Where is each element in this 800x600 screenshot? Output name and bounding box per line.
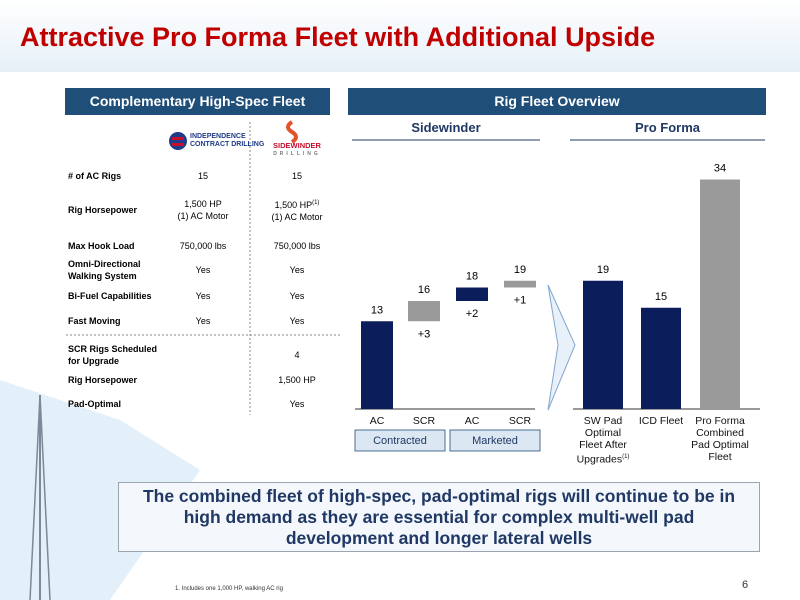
table-cell: Yes: [289, 291, 305, 301]
bar: [641, 307, 681, 409]
row-label: Rig Horsepower: [68, 375, 138, 385]
row-label: Rig Horsepower: [68, 205, 138, 215]
value-label: 34: [714, 163, 726, 175]
table-cell: Yes: [195, 265, 211, 275]
total-label: 18: [466, 271, 478, 283]
row-label: Fast Moving: [68, 316, 121, 326]
logo-text: SIDEWINDER DRILLING: [262, 142, 332, 158]
logo-line: SIDEWINDER: [273, 141, 321, 150]
x-tick-label: SW Pad Optimal Fleet After Upgrades(1): [573, 415, 633, 466]
row-label: Max Hook Load: [68, 241, 135, 251]
logo-text: INDEPENDENCE CONTRACT DRILLING: [190, 133, 264, 149]
total-label: 19: [514, 264, 526, 276]
category-text: SW Pad Optimal Fleet After Upgrades: [576, 415, 627, 466]
x-tick-label: SCR: [394, 415, 454, 427]
category-text: Pro Forma Combined Pad Optimal Fleet: [691, 415, 749, 463]
table-cell: Yes: [289, 316, 305, 326]
logo-icon: [172, 143, 184, 146]
row-label: Pad-Optimal: [68, 399, 122, 409]
table-cell: 4: [294, 350, 300, 360]
table-cell: Yes: [195, 291, 211, 301]
rig-art: [29, 394, 41, 600]
table-cell: 15: [197, 171, 208, 181]
title-band: [0, 0, 800, 72]
group-box: [354, 429, 446, 452]
logo-line: INDEPENDENCE: [190, 133, 246, 140]
table-cell: 750,000 lbs: [179, 241, 227, 251]
table-cell: Yes: [289, 399, 305, 409]
panel-label: Sidewinder: [411, 120, 480, 135]
panel-label: Pro Forma: [635, 120, 701, 135]
page-number: 6: [742, 579, 749, 591]
row-label: Bi-Fuel Capabilities: [68, 291, 152, 301]
x-tick-label: AC: [442, 415, 502, 427]
value-label: +2: [466, 308, 479, 320]
value-label: 13: [371, 304, 383, 316]
group-box: [449, 429, 541, 452]
table-cell: Yes: [289, 265, 305, 275]
value-label: +3: [418, 328, 431, 340]
category-text: SCR: [412, 415, 436, 427]
footnote: 1. Includes one 1,000 HP, walking AC rig: [175, 586, 283, 592]
chart-header: Rig Fleet Overview: [348, 88, 766, 115]
cell-line: SCR Rigs Scheduled: [68, 344, 158, 354]
row-label: SCR Rigs Scheduled for Upgrade: [68, 343, 157, 367]
bar: [408, 301, 440, 322]
table-cell: 1,500 HP: [278, 375, 316, 385]
logo-icon: [172, 137, 184, 140]
category-text: AC: [369, 415, 385, 427]
value-label: 19: [597, 264, 609, 276]
row-label: Omni-Directional Walking System: [68, 258, 141, 282]
footnote-marker: (1): [312, 200, 320, 206]
group-label: Contracted: [373, 435, 427, 447]
table-header: Complementary High-Spec Fleet: [65, 88, 330, 115]
logo-line: DRILLING: [273, 151, 321, 157]
cell-line: Walking System: [68, 271, 137, 281]
table-cell: 1,500 HP(1) (1) AC Motor: [254, 197, 340, 223]
footnote-marker: (1): [622, 454, 630, 460]
background-art: [0, 380, 200, 600]
value-label: +1: [514, 295, 527, 307]
cell-line: Omni-Directional: [68, 259, 141, 269]
bar: [700, 179, 740, 409]
x-tick-label: SCR: [490, 415, 550, 427]
logo-icon: [286, 120, 298, 144]
logo-line: CONTRACT DRILLING: [190, 141, 265, 148]
bar: [504, 280, 536, 288]
bar: [583, 280, 623, 409]
cell-line: 1,500 HP(1): [274, 200, 320, 210]
rig-art: [39, 394, 51, 600]
cell-line: (1) AC Motor: [177, 211, 229, 221]
x-tick-label: ICD Fleet: [631, 415, 691, 427]
group-label: Marketed: [472, 435, 518, 447]
arrow: [547, 284, 576, 411]
value-label: 15: [655, 291, 667, 303]
cell-line: for Upgrade: [68, 356, 120, 366]
category-text: ICD Fleet: [638, 415, 684, 427]
category-text: SCR: [508, 415, 532, 427]
total-label: 16: [418, 284, 430, 296]
x-tick-label: AC: [347, 415, 407, 427]
category-text: AC: [464, 415, 480, 427]
x-tick-label: Pro Forma Combined Pad Optimal Fleet: [690, 415, 750, 463]
table-cell: 750,000 lbs: [273, 241, 321, 251]
cell-line: 1,500 HP: [184, 199, 222, 209]
slide-title: Attractive Pro Forma Fleet with Addition…: [20, 22, 656, 52]
table-cell: 15: [291, 171, 302, 181]
table-cell: Yes: [195, 316, 211, 326]
cell-line: (1) AC Motor: [271, 212, 323, 222]
callout: The combined fleet of high-spec, pad-opt…: [118, 482, 760, 552]
bar: [456, 287, 488, 301]
bar: [361, 321, 393, 409]
row-label: # of AC Rigs: [68, 171, 122, 181]
table-cell: 1,500 HP (1) AC Motor: [160, 198, 246, 222]
